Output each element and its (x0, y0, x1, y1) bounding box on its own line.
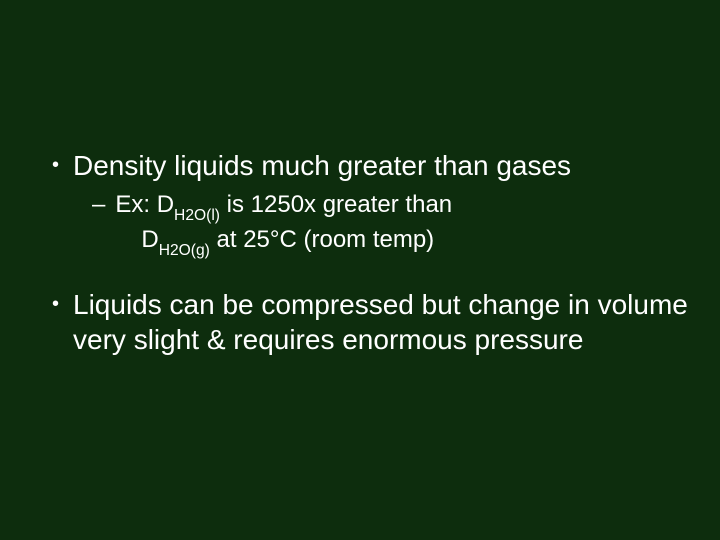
ex-line2-post: at 25°C (room temp) (210, 226, 434, 253)
bullet-compress: • Liquids can be compressed but change i… (32, 287, 690, 357)
ex-sub1: H (174, 207, 185, 224)
ex-sub2: H (159, 242, 170, 259)
ex-sub2c: O(g) (179, 242, 210, 259)
bullet-compress-text: Liquids can be compressed but change in … (73, 287, 690, 357)
ex-line2-pre: D (141, 226, 158, 253)
bullet-example-text: Ex: DH2O(l) is 1250x greater than DH2O(g… (115, 189, 690, 259)
ex-prefix: Ex: D (115, 191, 174, 218)
bullet-example: – Ex: DH2O(l) is 1250x greater than DH2O… (32, 189, 690, 259)
ex-mid: is 1250x greater than (220, 191, 452, 218)
ex-sub2b: 2 (170, 242, 179, 259)
ex-sub1c: O(l) (194, 207, 220, 224)
bullet-density: • Density liquids much greater than gase… (32, 148, 690, 183)
bullet-marker-l1: • (52, 148, 59, 182)
ex-sub1b: 2 (185, 207, 194, 224)
bullet-density-text: Density liquids much greater than gases (73, 148, 690, 183)
slide: • Density liquids much greater than gase… (0, 0, 720, 540)
bullet-marker-l1-2: • (52, 287, 59, 321)
bullet-marker-l2: – (92, 189, 105, 220)
ex-line2: DH2O(g) at 25°C (room temp) (115, 224, 434, 259)
